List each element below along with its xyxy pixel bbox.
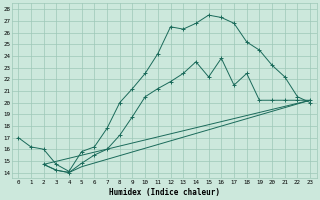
X-axis label: Humidex (Indice chaleur): Humidex (Indice chaleur) [109, 188, 220, 197]
